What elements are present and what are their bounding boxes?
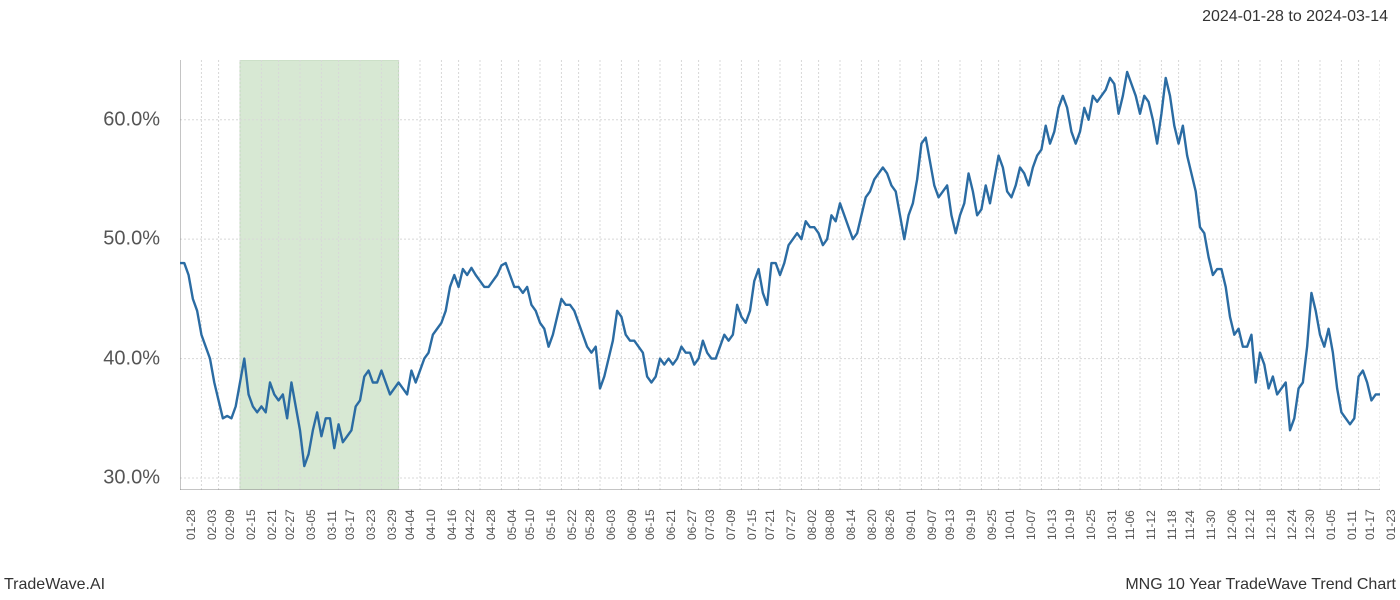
x-tick-label: 02-27 [283,509,297,540]
x-tick-label: 09-19 [964,509,978,540]
x-tick-label: 10-01 [1003,509,1017,540]
x-tick-label: 07-09 [724,509,738,540]
x-tick-label: 04-28 [484,509,498,540]
x-tick-label: 12-30 [1303,509,1317,540]
x-tick-label: 11-24 [1183,510,1197,540]
x-tick-label: 12-06 [1225,509,1239,540]
x-tick-label: 10-13 [1045,509,1059,540]
x-tick-label: 03-05 [304,509,318,540]
x-tick-label: 09-07 [925,509,939,540]
x-tick-label: 10-31 [1105,509,1119,540]
x-tick-label: 01-28 [184,509,198,540]
x-axis: 01-28 02-03 02-09 02-15 02-21 02-27 03-05 03-11… [180,495,1380,565]
x-tick-label: 05-22 [565,509,579,540]
x-tick-label: 06-27 [685,509,699,540]
trend-chart [180,60,1380,490]
x-tick-label: 02-09 [223,509,237,540]
x-tick-label: 10-19 [1063,509,1077,540]
x-tick-label: 08-20 [865,509,879,540]
x-tick-label: 08-14 [844,509,858,540]
x-tick-label: 11-12 [1144,510,1158,540]
x-tick-label: 06-15 [643,509,657,540]
x-tick-label: 07-27 [784,509,798,540]
x-tick-label: 03-11 [325,510,339,540]
y-tick-label: 40.0% [103,347,160,370]
chart-title: MNG 10 Year TradeWave Trend Chart [1125,576,1396,594]
x-tick-label: 05-16 [544,509,558,540]
x-tick-label: 02-03 [205,509,219,540]
x-tick-label: 03-17 [343,509,357,540]
x-tick-label: 07-21 [763,509,777,540]
x-tick-label: 07-15 [745,509,759,540]
x-tick-label: 09-25 [985,509,999,540]
x-tick-label: 08-26 [883,509,897,540]
x-tick-label: 04-10 [424,509,438,540]
x-tick-label: 02-15 [244,509,258,540]
x-tick-label: 09-01 [904,509,918,540]
x-tick-label: 11-06 [1123,510,1137,540]
x-tick-label: 12-24 [1285,509,1299,540]
x-tick-label: 10-25 [1084,509,1098,540]
x-tick-label: 12-12 [1243,509,1257,540]
y-axis: 30.0% 40.0% 50.0% 60.0% [0,60,170,490]
x-tick-label: 06-21 [664,509,678,540]
x-tick-label: 03-29 [385,509,399,540]
x-tick-label: 05-28 [583,509,597,540]
x-tick-label: 10-07 [1024,509,1038,540]
x-tick-label: 05-10 [523,509,537,540]
date-range: 2024-01-28 to 2024-03-14 [1202,8,1388,26]
x-tick-label: 08-08 [823,509,837,540]
x-tick-label: 01-23 [1384,509,1398,540]
x-tick-label: 04-04 [403,509,417,540]
x-tick-label: 03-23 [364,509,378,540]
x-tick-label: 04-22 [463,509,477,540]
y-tick-label: 50.0% [103,228,160,251]
y-tick-label: 30.0% [103,467,160,490]
x-tick-label: 04-16 [445,509,459,540]
x-tick-label: 06-03 [604,509,618,540]
chart-svg [180,60,1380,490]
x-tick-label: 11-30 [1204,510,1218,540]
x-tick-label: 01-05 [1324,509,1338,540]
x-tick-label: 08-02 [805,509,819,540]
x-tick-label: 11-18 [1165,510,1179,540]
brand-label: TradeWave.AI [4,576,105,594]
x-tick-label: 01-17 [1363,509,1377,540]
x-tick-label: 09-13 [943,509,957,540]
x-tick-label: 06-09 [625,509,639,540]
x-tick-label: 01-11 [1345,510,1359,540]
x-tick-label: 07-03 [703,509,717,540]
x-tick-label: 05-04 [505,509,519,540]
y-tick-label: 60.0% [103,108,160,131]
x-tick-label: 12-18 [1264,509,1278,540]
x-tick-label: 02-21 [265,509,279,540]
